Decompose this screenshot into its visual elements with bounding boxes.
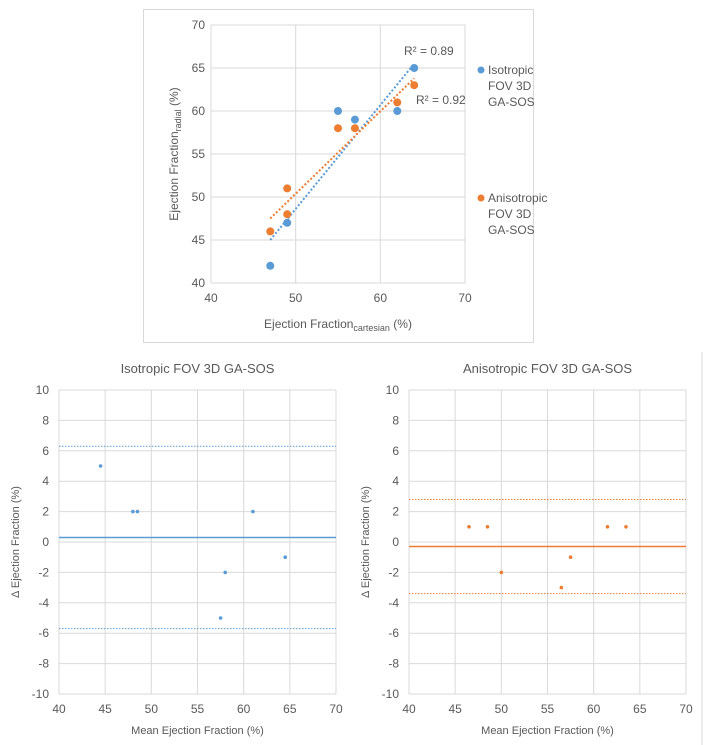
top-x-axis-title: Ejection Fractioncartesian (%): [264, 317, 412, 333]
xtick-label: 65: [283, 702, 297, 716]
r2-label-isotropic: R² = 0.89: [404, 44, 454, 58]
ytick-label: 8: [392, 413, 399, 427]
xtick-label: 65: [633, 702, 647, 716]
top-ytick-label: 40: [192, 276, 206, 290]
difference-point: [499, 570, 504, 575]
ytick-label: 10: [36, 383, 50, 397]
difference-point: [251, 509, 255, 514]
xtick-label: 50: [495, 702, 509, 716]
difference-point: [568, 555, 573, 559]
x-axis-title: Mean Ejection Fraction (%): [131, 725, 264, 737]
panel-title: Anisotropic FOV 3D GA-SOS: [463, 361, 632, 376]
ytick-label: -4: [38, 596, 49, 610]
top-xtick-label: 60: [374, 291, 388, 305]
ytick-label: 4: [42, 474, 49, 488]
r2-label-anisotropic: R² = 0.92: [416, 93, 466, 107]
xtick-label: 55: [191, 702, 205, 716]
legend-label-anisotropic: Anisotropic: [488, 191, 547, 205]
data-point-isotropic: [393, 107, 402, 115]
legend-label-anisotropic: FOV 3D: [488, 207, 532, 221]
difference-point: [223, 570, 227, 575]
ytick-label: -4: [388, 596, 399, 610]
ytick-label: -6: [38, 626, 49, 640]
top-chart-frame: [143, 9, 534, 343]
data-point-anisotropic: [410, 81, 419, 90]
x-axis-title: Mean Ejection Fraction (%): [481, 725, 614, 737]
y-axis-title: Δ Ejection Fraction (%): [360, 486, 372, 598]
xtick-label: 45: [448, 702, 462, 716]
data-point-anisotropic: [283, 184, 292, 193]
top-xtick-label: 50: [289, 291, 303, 305]
top-ytick-label: 50: [192, 190, 206, 204]
y-axis-title: Δ Ejection Fraction (%): [10, 486, 22, 598]
trendline-isotropic: [269, 63, 415, 241]
ytick-label: 8: [42, 413, 49, 427]
xtick-label: 50: [145, 702, 159, 716]
ytick-label: 0: [42, 535, 49, 549]
data-point-isotropic: [283, 218, 292, 227]
legend-label-isotropic: FOV 3D: [488, 79, 532, 93]
data-point-isotropic: [410, 64, 419, 72]
top-xtick-label: 70: [458, 291, 472, 305]
difference-point: [283, 555, 288, 559]
data-point-anisotropic: [350, 124, 359, 133]
xtick-label: 60: [237, 702, 251, 716]
top-ytick-label: 65: [192, 61, 206, 75]
ytick-label: -8: [388, 657, 399, 671]
difference-point: [135, 509, 140, 514]
trendline-anisotropic: [269, 77, 415, 220]
xtick-label: 70: [329, 702, 343, 716]
data-point-isotropic: [334, 107, 342, 115]
top-ytick-label: 60: [192, 104, 206, 118]
xtick-label: 45: [98, 702, 112, 716]
difference-point: [98, 464, 103, 468]
ytick-label: -2: [388, 565, 399, 579]
top-ytick-label: 45: [192, 233, 206, 247]
data-point-isotropic: [350, 115, 359, 124]
difference-point: [605, 525, 610, 529]
legend-marker-anisotropic: [477, 194, 485, 202]
top-xtick-label: 40: [204, 291, 218, 305]
data-point-isotropic: [266, 261, 275, 270]
ytick-label: 10: [386, 383, 400, 397]
ytick-label: -10: [382, 687, 400, 701]
top-ytick-label: 55: [192, 147, 206, 161]
ytick-label: 6: [42, 444, 49, 458]
legend-label-isotropic: Isotropic: [488, 63, 533, 77]
xtick-label: 40: [52, 702, 66, 716]
top-y-axis-title: Ejection Fractionradial (%): [167, 87, 183, 220]
difference-point: [559, 585, 564, 590]
xtick-label: 60: [587, 702, 601, 716]
top-chart: 40 45 50 55 60 65 70 40 50 60 70 Ejection Fractionc…: [167, 18, 547, 333]
difference-point: [467, 525, 471, 529]
ytick-label: 2: [42, 505, 49, 519]
ytick-label: -6: [388, 626, 399, 640]
bland-altman-anisotropic: -10 -8 -6 -4 -2 0 2 4 6 8 10 40 45 50 55 60 65 70 Anisotro…: [360, 361, 693, 737]
legend-label-anisotropic: GA-SOS: [488, 223, 535, 237]
ytick-label: 6: [392, 444, 399, 458]
data-point-anisotropic: [266, 227, 275, 236]
difference-point: [624, 525, 628, 529]
bland-altman-isotropic: -10 -8 -6 -4 -2 0 2 4 6 8 10 40 45 50 55 60 65 70 Isotropi…: [10, 361, 343, 737]
legend-marker-isotropic: [477, 66, 485, 74]
difference-point: [131, 509, 135, 514]
data-point-anisotropic: [393, 98, 402, 107]
legend-label-isotropic: GA-SOS: [488, 95, 535, 109]
ytick-label: 0: [392, 535, 399, 549]
ytick-label: -2: [38, 565, 49, 579]
data-point-anisotropic: [334, 124, 342, 133]
ytick-label: -10: [32, 687, 50, 701]
top-ytick-label: 70: [192, 18, 206, 32]
xtick-label: 70: [679, 702, 693, 716]
ytick-label: 4: [392, 474, 399, 488]
difference-point: [485, 525, 490, 529]
xtick-label: 55: [541, 702, 555, 716]
xtick-label: 40: [402, 702, 416, 716]
difference-point: [218, 616, 223, 620]
data-point-anisotropic: [283, 210, 292, 219]
ytick-label: -8: [38, 657, 49, 671]
ytick-label: 2: [392, 505, 399, 519]
panel-title: Isotropic FOV 3D GA-SOS: [121, 361, 275, 376]
